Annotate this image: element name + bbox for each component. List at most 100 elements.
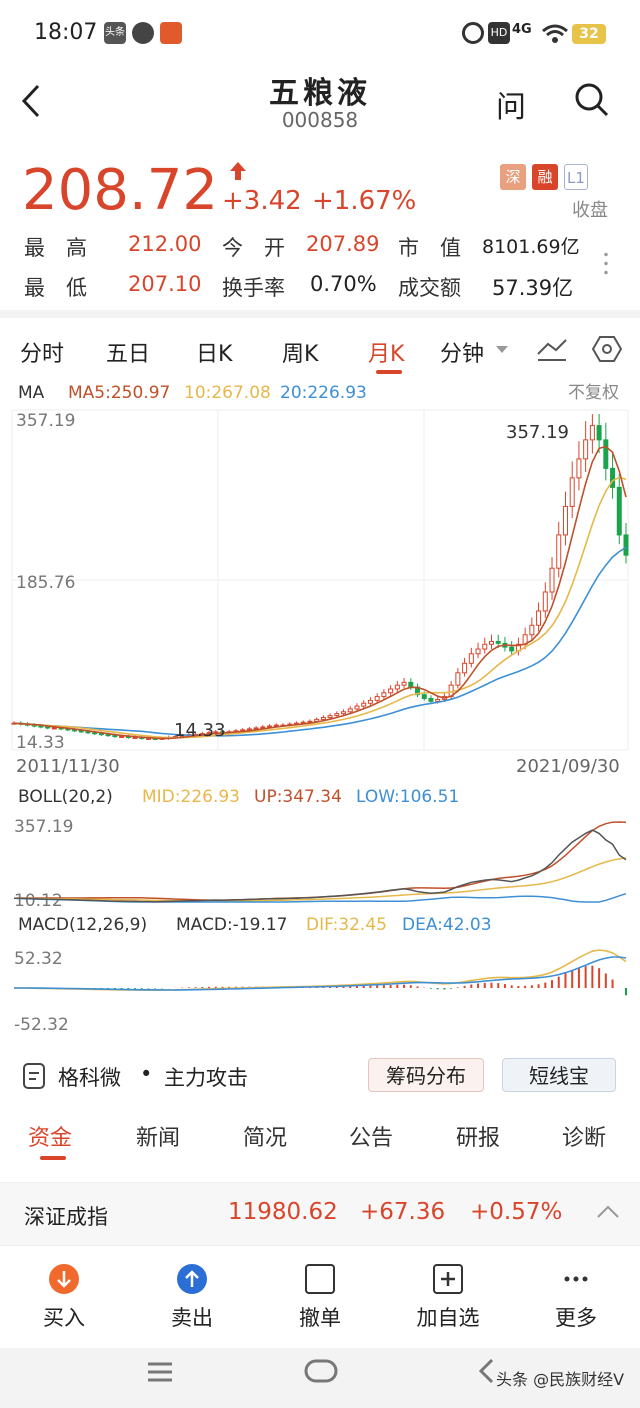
macd-top-label: 52.32 — [14, 949, 63, 969]
boll-mid-line — [13, 857, 627, 902]
candle — [529, 624, 535, 636]
candlestick-chart[interactable]: MA MA5:250.97 10:267.08 20:226.93 不复权 35… — [0, 374, 640, 1048]
candle — [610, 467, 616, 488]
settings-icon[interactable] — [592, 334, 622, 364]
news-app-icon: 头条 — [104, 22, 126, 44]
candle — [468, 653, 474, 664]
last-price: 208.72 — [22, 158, 218, 223]
candle — [495, 640, 501, 644]
boll-bottom-label: 10.12 — [14, 891, 63, 911]
buy-label: 买入 — [43, 1306, 85, 1330]
candle — [78, 730, 84, 733]
battery-icon: 32 — [572, 24, 606, 44]
candle — [320, 716, 326, 720]
candle — [267, 725, 273, 728]
candle — [361, 702, 367, 707]
tab-monthly-k[interactable]: 月K — [368, 342, 405, 367]
tab-five-day[interactable]: 五日 — [106, 342, 151, 367]
boll-top-label: 357.19 — [14, 817, 73, 837]
menu-icon[interactable] — [146, 1360, 174, 1384]
candle — [475, 648, 481, 655]
sell-button[interactable]: 卖出 — [142, 1246, 242, 1332]
cancel-order-button[interactable]: 撤单 — [270, 1246, 370, 1332]
index-bar[interactable]: 深证成指 11980.62 +67.36 +0.57% — [0, 1182, 640, 1246]
candles — [11, 414, 629, 740]
candle — [408, 681, 414, 688]
ask-button[interactable]: 问 — [496, 90, 526, 125]
tab-research[interactable]: 研报 — [456, 1126, 501, 1151]
active-feature-indicator — [40, 1156, 66, 1160]
cancel-order-label: 撤单 — [299, 1306, 341, 1330]
add-watchlist-button[interactable]: 加自选 — [398, 1246, 498, 1332]
more-dots-icon[interactable] — [604, 250, 608, 276]
candle — [569, 477, 575, 507]
macd-label: MACD(12,26,9) — [18, 915, 147, 935]
chart-card: 分时 五日 日K 周K 月K 分钟 MA MA5:250.97 10:267.0… — [0, 318, 640, 1048]
ma20-legend: 20:226.93 — [280, 383, 367, 403]
gekewei-icon — [23, 1063, 45, 1089]
network-type: 4G — [512, 22, 532, 37]
macd-bottom-label: -52.32 — [14, 1015, 69, 1035]
candle — [394, 684, 400, 690]
candle — [381, 692, 387, 698]
candle — [488, 640, 494, 645]
candle — [556, 534, 562, 569]
boll-panel — [13, 821, 627, 903]
candle — [616, 486, 622, 536]
index-pct: +0.57% — [470, 1199, 563, 1225]
tool-row: 格科微 • 主力攻击 筹码分布 短线宝 — [0, 1048, 640, 1106]
candle — [85, 731, 91, 734]
axis-mid-label: 185.76 — [16, 573, 75, 593]
buy-button[interactable]: 买入 — [14, 1246, 114, 1332]
stock-code: 000858 — [281, 108, 359, 132]
tab-news[interactable]: 新闻 — [136, 1126, 181, 1151]
ma5-legend: MA5:250.97 — [68, 383, 170, 403]
more-icon — [561, 1264, 591, 1294]
low-value: 207.10 — [128, 272, 202, 296]
candle — [273, 724, 279, 727]
tab-diagnosis[interactable]: 诊断 — [562, 1126, 607, 1151]
chip-distribution-button[interactable]: 筹码分布 — [368, 1058, 484, 1092]
candle — [421, 694, 427, 699]
candle — [374, 696, 380, 701]
level-badge[interactable]: L1 — [564, 164, 588, 190]
signal-tag[interactable]: 主力攻击 — [164, 1066, 248, 1090]
nav-back-icon[interactable] — [478, 1358, 494, 1384]
more-button[interactable]: 更多 — [526, 1246, 626, 1332]
index-change: +67.36 — [360, 1199, 446, 1225]
tab-daily-k[interactable]: 日K — [196, 342, 233, 367]
index-value: 11980.62 — [228, 1199, 338, 1225]
volume-amt-label: 成交额 — [398, 276, 461, 300]
tab-minute[interactable]: 分钟 — [440, 342, 485, 367]
candle — [367, 699, 373, 704]
tab-intraday[interactable]: 分时 — [20, 342, 65, 367]
candle — [482, 643, 488, 650]
boll-mid: MID:226.93 — [142, 787, 240, 807]
home-icon[interactable] — [304, 1358, 338, 1384]
candle — [112, 735, 118, 738]
dea-line — [14, 956, 627, 991]
candle — [92, 732, 98, 735]
ma10-line — [13, 476, 627, 739]
candle — [562, 505, 568, 536]
mktcap-value: 8101.69亿 — [482, 236, 580, 258]
candle — [98, 733, 104, 736]
boll-up-line — [13, 821, 627, 901]
back-icon[interactable] — [20, 84, 42, 118]
candle — [576, 458, 582, 479]
short-line-button[interactable]: 短线宝 — [502, 1058, 616, 1092]
tab-capital[interactable]: 资金 — [28, 1126, 73, 1151]
tab-weekly-k[interactable]: 周K — [282, 342, 319, 367]
candle — [603, 439, 609, 469]
candle — [105, 734, 111, 737]
tab-profile[interactable]: 简况 — [243, 1126, 288, 1151]
drawing-tool-icon[interactable] — [536, 338, 568, 362]
ma-label: MA — [18, 383, 45, 403]
stock-header: 五粮液 000858 问 — [0, 62, 640, 152]
stock-name: 五粮液 — [269, 76, 371, 111]
tab-announcements[interactable]: 公告 — [349, 1126, 394, 1151]
chevron-up-icon[interactable] — [596, 1205, 620, 1219]
search-icon[interactable] — [574, 82, 610, 118]
candle — [583, 439, 589, 460]
brand-name[interactable]: 格科微 — [58, 1066, 121, 1090]
